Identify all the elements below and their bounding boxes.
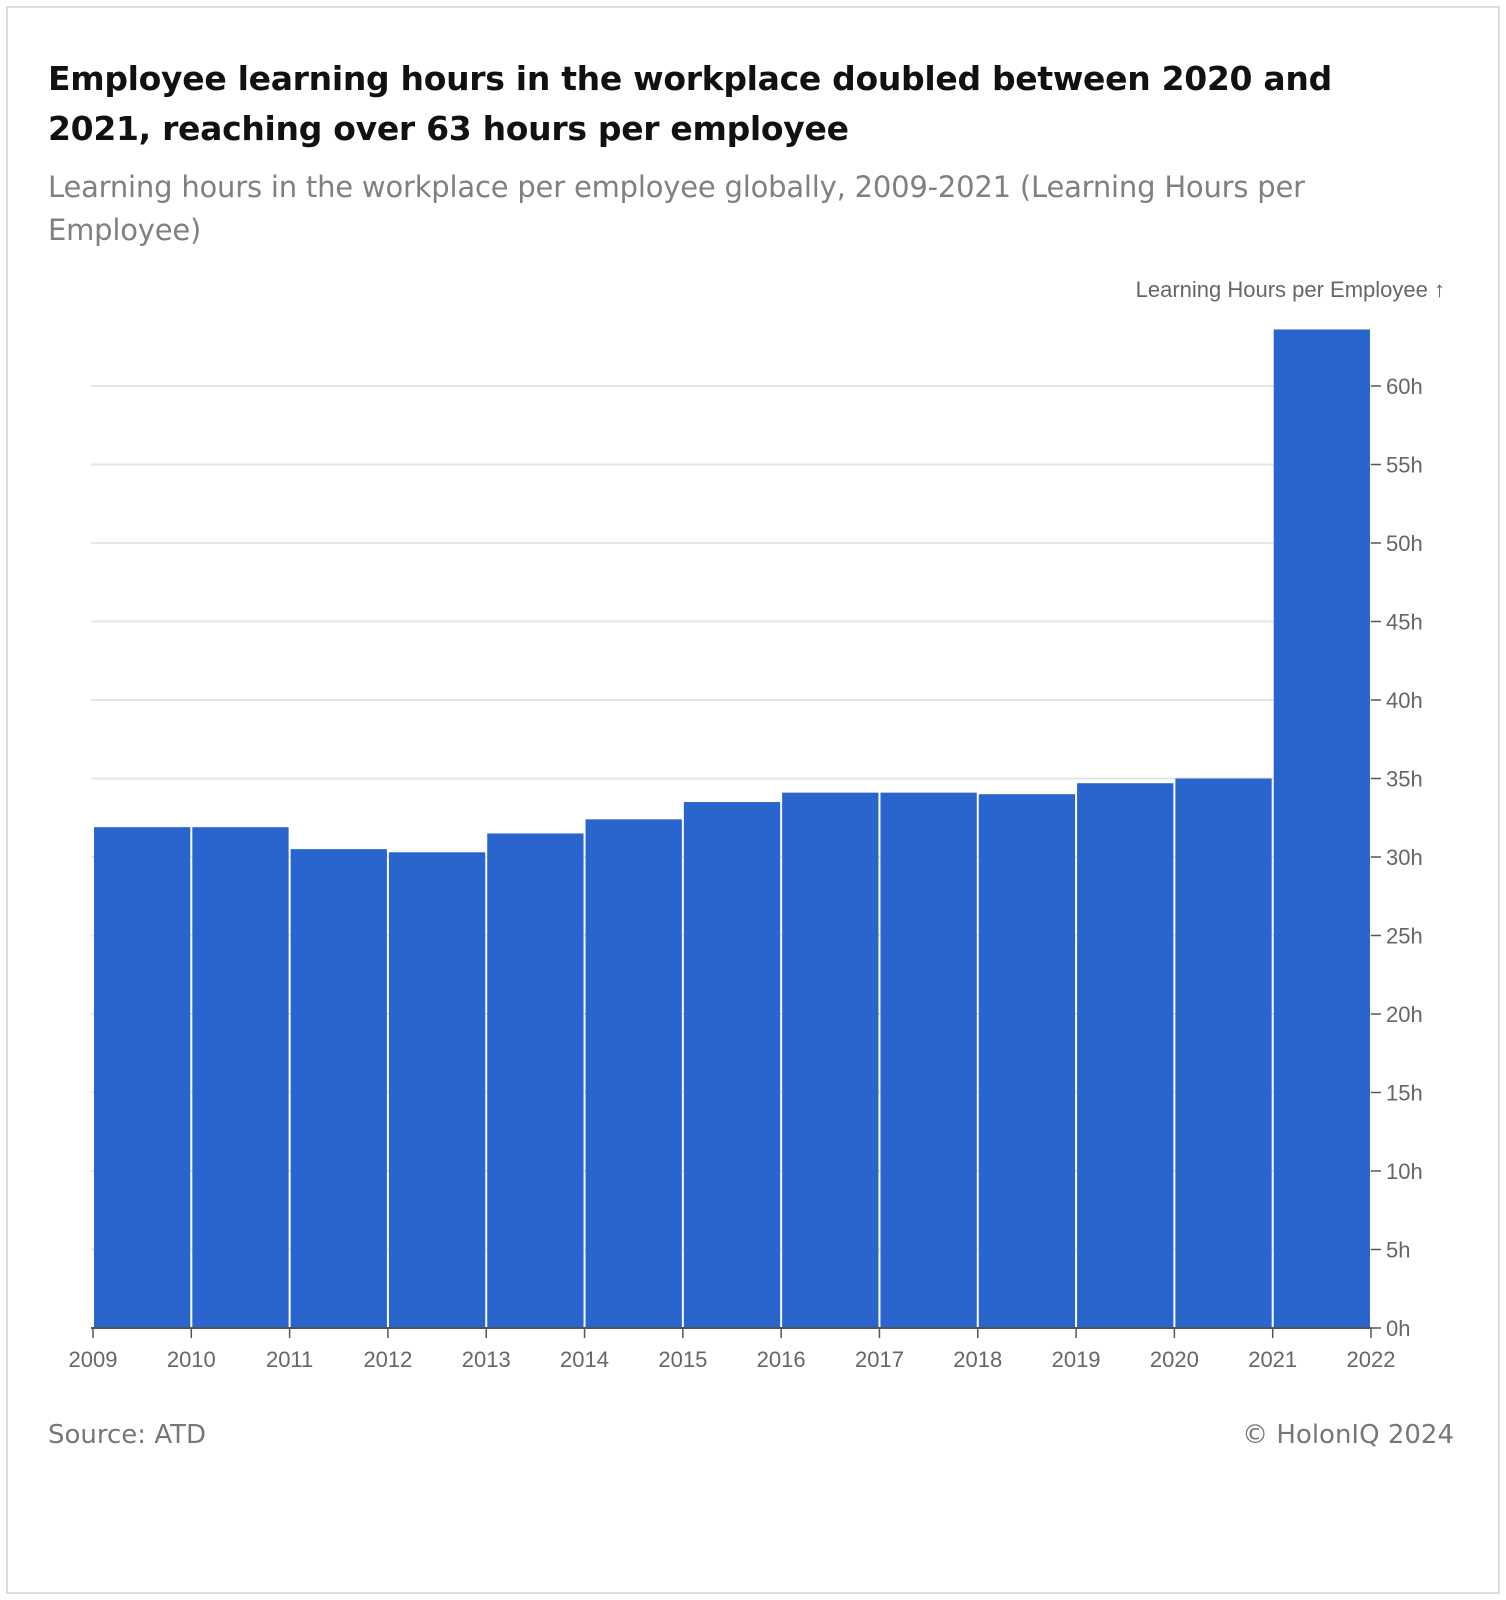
y-tick-label: 60h [1386,374,1423,399]
bar [290,849,387,1328]
x-tick-label: 2018 [953,1347,1002,1372]
x-tick-label: 2017 [855,1347,904,1372]
y-tick-label: 15h [1386,1081,1423,1106]
bar-chart: 0h 5h 10h 15h 20h 25h 30h 35h 40h 45h 50h 55h 60h 200… [69,277,1445,1372]
x-tick-label: 2014 [560,1347,609,1372]
y-tick-label: 35h [1386,767,1423,792]
bar [388,852,486,1328]
bar [94,827,191,1328]
x-tick-label: 2011 [266,1347,313,1372]
x-tick-label: 2010 [167,1347,216,1372]
y-tick-label: 30h [1386,845,1423,870]
x-tick-label: 2016 [757,1347,806,1372]
y-tick-label: 0h [1386,1316,1410,1341]
y-axis-label: Learning Hours per Employee ↑ [1136,277,1445,302]
y-tick-label: 50h [1386,531,1423,556]
bar [1077,783,1174,1328]
x-tick-label: 2013 [462,1347,511,1372]
y-tick-label: 10h [1386,1159,1423,1184]
bar [978,794,1076,1328]
axes: 0h 5h 10h 15h 20h 25h 30h 35h 40h 45h 50h 55h 60h 200… [69,374,1423,1372]
bar [1175,778,1272,1328]
bar [585,819,682,1328]
bar [880,792,977,1328]
y-tick-label: 5h [1386,1238,1410,1263]
x-tick-label: 2015 [658,1347,707,1372]
chart-subtitle: Learning hours in the workplace per empl… [48,170,1305,247]
bar [192,827,289,1328]
x-tick-label: 2020 [1150,1347,1199,1372]
chart-title: Employee learning hours in the workplace… [48,59,1332,148]
copyright-note: © HolonIQ 2024 [1242,1420,1454,1450]
bar [487,833,584,1328]
bar [1273,329,1370,1329]
x-tick-label: 2022 [1347,1347,1396,1372]
x-tick-label: 2021 [1248,1347,1297,1372]
bars [94,329,1370,1329]
y-tick-label: 25h [1386,924,1423,949]
bar [782,792,879,1328]
x-tick-label: 2012 [363,1347,412,1372]
x-tick-label: 2019 [1052,1347,1101,1372]
y-tick-label: 55h [1386,453,1423,478]
bar [683,802,781,1328]
source-note: Source: ATD [48,1420,206,1450]
y-tick-label: 45h [1386,610,1423,635]
x-tick-label: 2009 [69,1347,118,1372]
y-tick-label: 20h [1386,1002,1423,1027]
y-tick-label: 40h [1386,688,1423,713]
